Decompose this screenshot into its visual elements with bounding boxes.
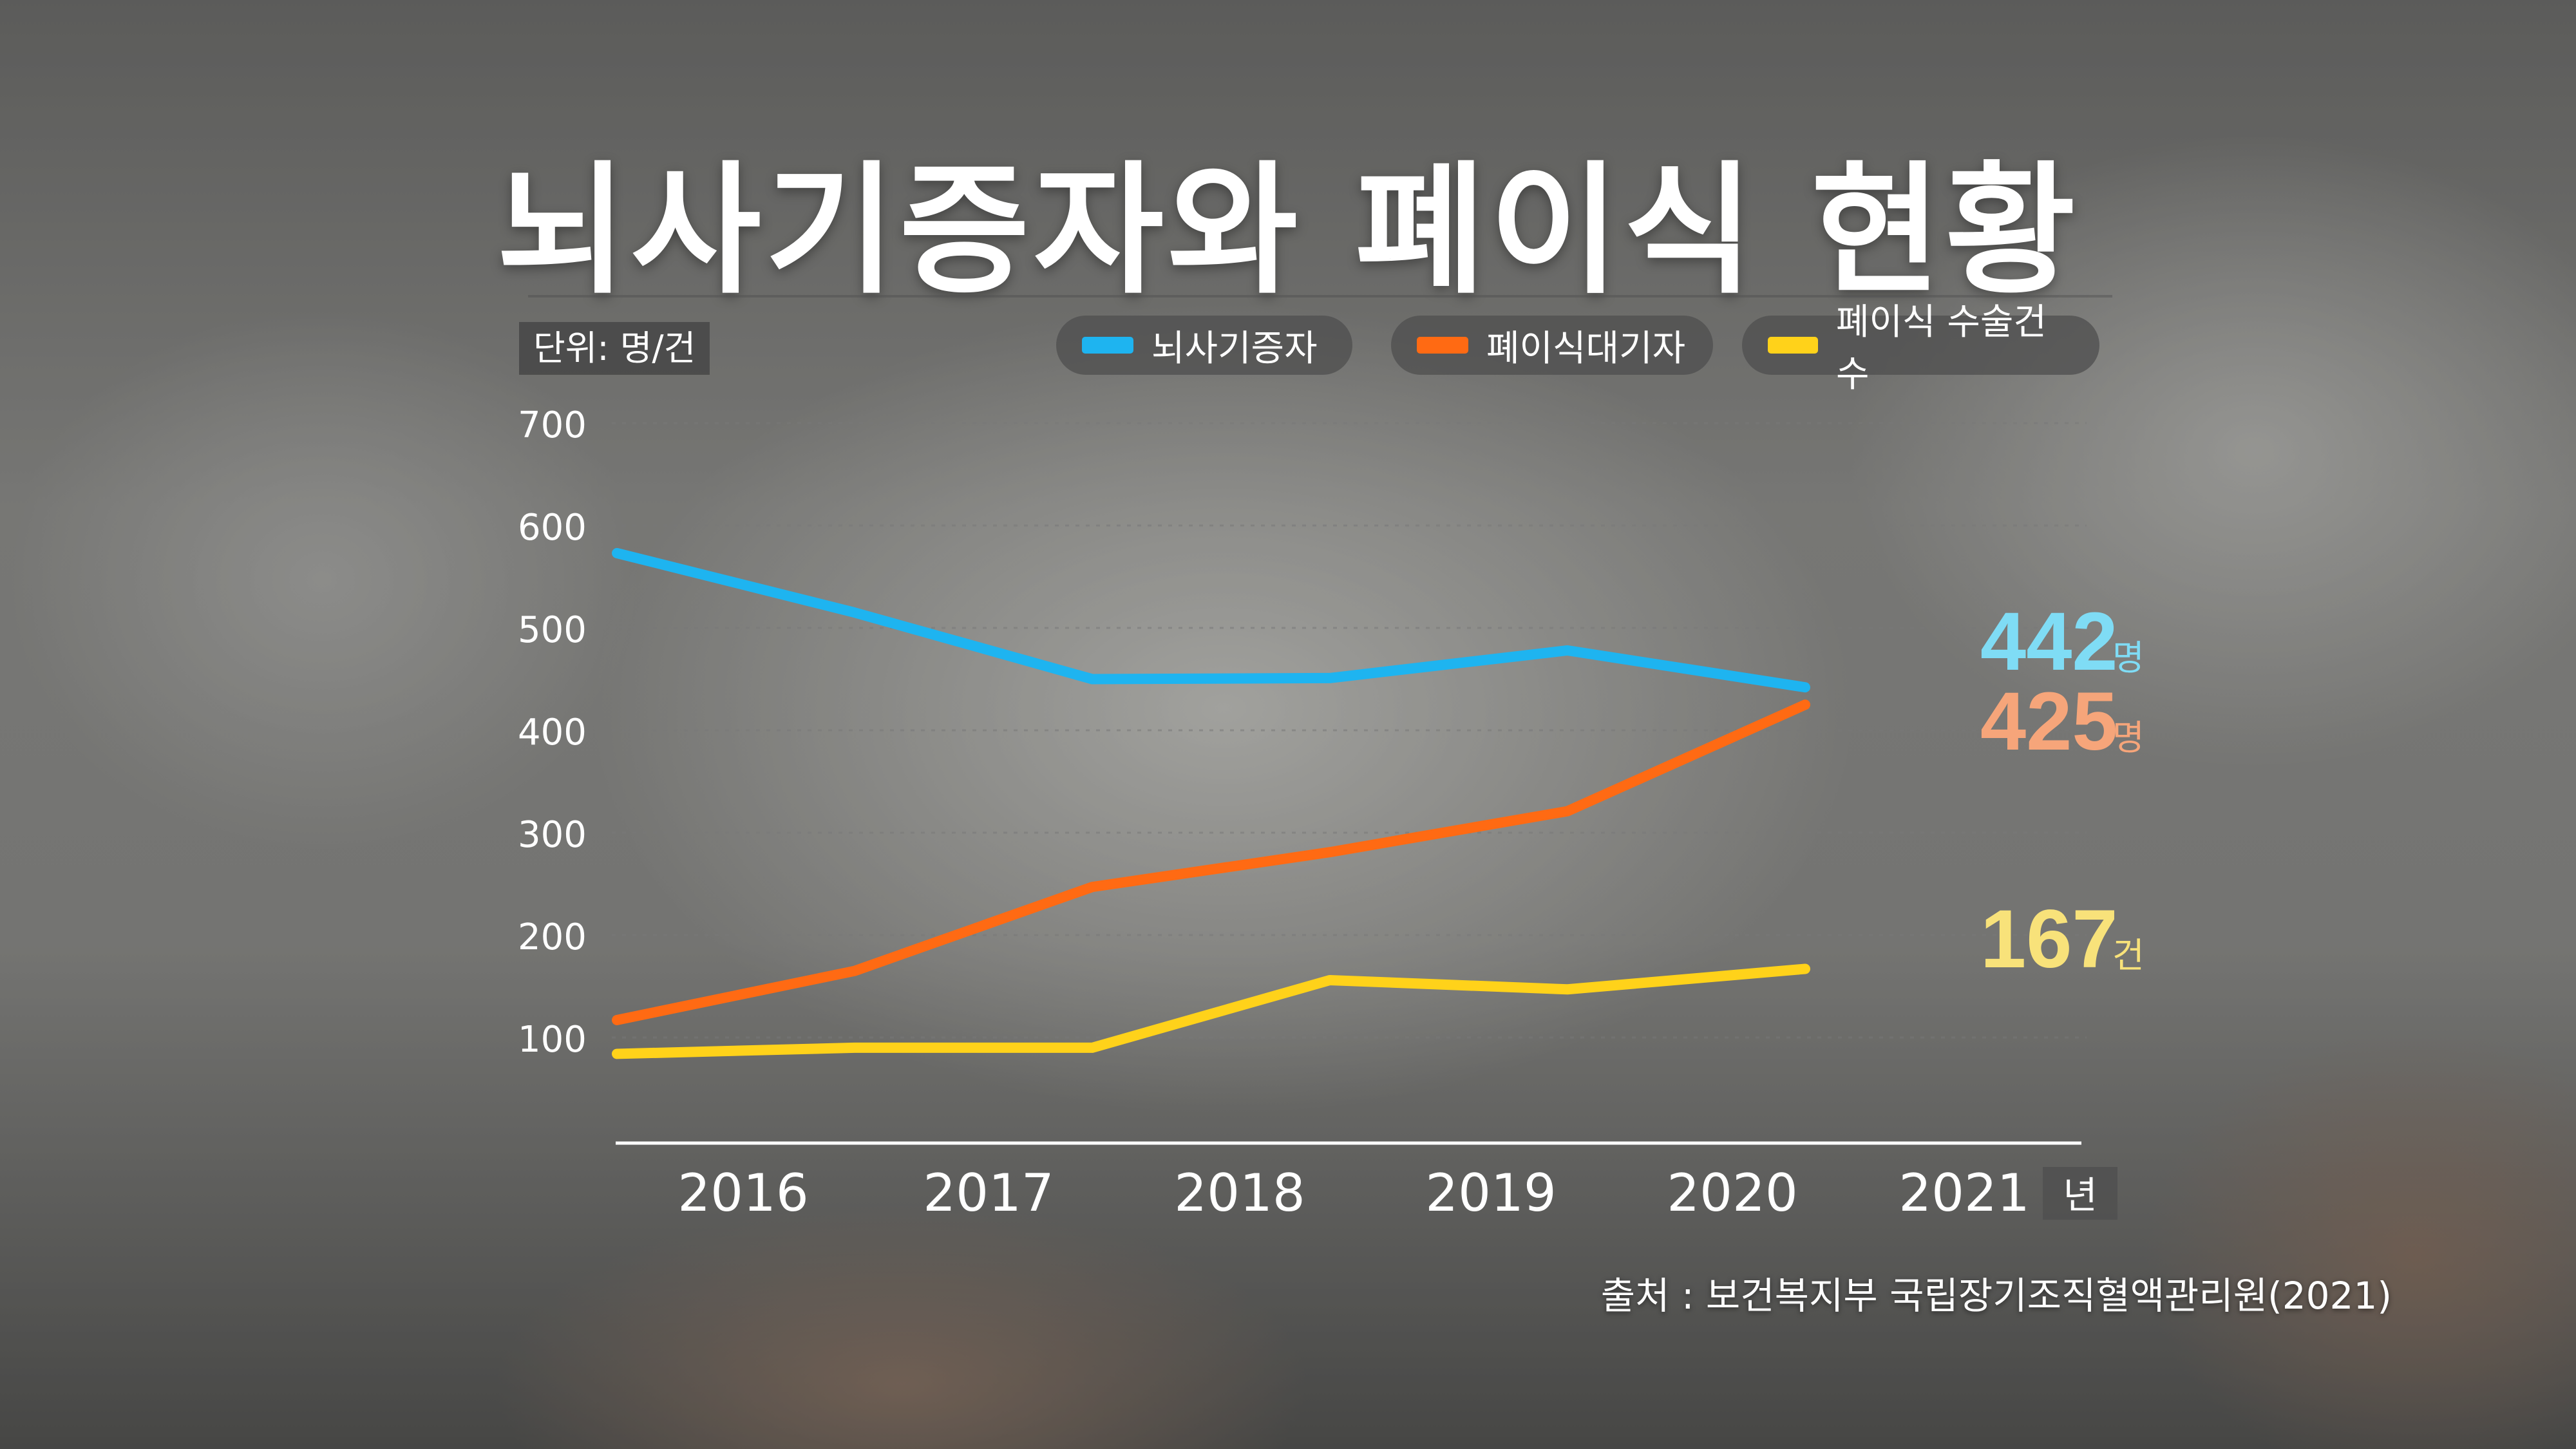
y-tick-label: 300 bbox=[518, 814, 587, 856]
legend-swatch bbox=[1082, 337, 1133, 354]
x-axis-unit: 년 bbox=[2063, 1173, 2097, 1217]
series-line-2 bbox=[612, 699, 1810, 1025]
unit-label: 단위: 명/건 bbox=[519, 322, 710, 375]
series-line-1 bbox=[612, 547, 1810, 693]
x-axis-unit-box bbox=[2043, 1167, 2117, 1220]
end-value-label: 442 bbox=[1980, 596, 2118, 688]
y-tick-label: 400 bbox=[518, 712, 587, 753]
legend-item-lung-waitlist: 폐이식대기자 bbox=[1391, 316, 1713, 375]
end-value-label: 167 bbox=[1980, 893, 2118, 985]
x-tick-label: 2016 bbox=[677, 1163, 809, 1223]
y-tick-label: 500 bbox=[518, 609, 587, 651]
legend-label: 폐이식대기자 bbox=[1486, 327, 1686, 370]
end-value-label: 425 bbox=[1980, 676, 2118, 768]
legend-item-lung-transplants: 폐이식 수술건수 bbox=[1742, 301, 2099, 395]
end-value-unit: 명 bbox=[2112, 638, 2145, 678]
legend-item-brain-dead-donors: 뇌사기증자 bbox=[1056, 316, 1352, 375]
legend-label: 뇌사기증자 bbox=[1151, 327, 1318, 370]
legend-swatch bbox=[1417, 337, 1468, 354]
x-tick-label: 2018 bbox=[1174, 1163, 1305, 1223]
end-value-unit: 명 bbox=[2112, 717, 2145, 758]
legend-label: 폐이식 수술건수 bbox=[1836, 301, 2047, 395]
x-tick-label: 2021 bbox=[1899, 1163, 2030, 1223]
source-caption: 출처 : 보건복지부 국립장기조직혈액관리원(2021) bbox=[1600, 1274, 2392, 1318]
x-tick-label: 2019 bbox=[1425, 1163, 1557, 1223]
title-divider bbox=[528, 295, 2112, 298]
x-tick-label: 2020 bbox=[1667, 1163, 1798, 1223]
legend-swatch bbox=[1768, 337, 1818, 354]
y-tick-label: 600 bbox=[518, 507, 587, 549]
end-value-unit: 건 bbox=[2112, 935, 2145, 976]
y-tick-label: 200 bbox=[518, 916, 587, 958]
y-tick-label: 100 bbox=[518, 1019, 587, 1061]
chart-title: 뇌사기증자와 폐이식 현황 bbox=[497, 148, 2079, 313]
series-line-3 bbox=[612, 963, 1810, 1059]
x-tick-label: 2017 bbox=[923, 1163, 1054, 1223]
y-tick-label: 700 bbox=[518, 404, 587, 446]
